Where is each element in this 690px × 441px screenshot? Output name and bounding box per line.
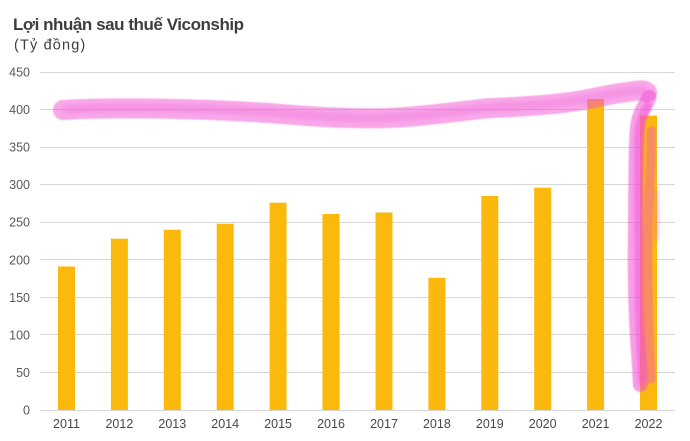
svg-text:2012: 2012 <box>105 417 133 431</box>
svg-text:2019: 2019 <box>476 417 504 431</box>
svg-text:2015: 2015 <box>264 417 292 431</box>
svg-text:350: 350 <box>9 141 30 155</box>
svg-text:2017: 2017 <box>370 417 398 431</box>
svg-text:450: 450 <box>9 66 30 80</box>
svg-text:2020: 2020 <box>529 417 557 431</box>
svg-text:300: 300 <box>9 178 30 192</box>
svg-text:2014: 2014 <box>211 417 239 431</box>
svg-text:2016: 2016 <box>317 417 345 431</box>
svg-text:50: 50 <box>16 366 30 380</box>
svg-text:2018: 2018 <box>423 417 451 431</box>
svg-text:2011: 2011 <box>53 417 80 431</box>
svg-text:0: 0 <box>23 404 30 418</box>
svg-text:400: 400 <box>9 103 30 117</box>
svg-text:Lợi nhuận sau thuế Viconship: Lợi nhuận sau thuế Viconship <box>13 15 244 34</box>
svg-text:150: 150 <box>9 291 30 305</box>
svg-text:250: 250 <box>9 216 30 230</box>
svg-text:200: 200 <box>9 253 30 267</box>
svg-text:2021: 2021 <box>582 417 610 431</box>
svg-text:2013: 2013 <box>158 417 186 431</box>
svg-text:100: 100 <box>9 328 30 342</box>
svg-text:(Tỷ đồng): (Tỷ đồng) <box>14 38 86 54</box>
svg-text:2022: 2022 <box>635 417 663 431</box>
